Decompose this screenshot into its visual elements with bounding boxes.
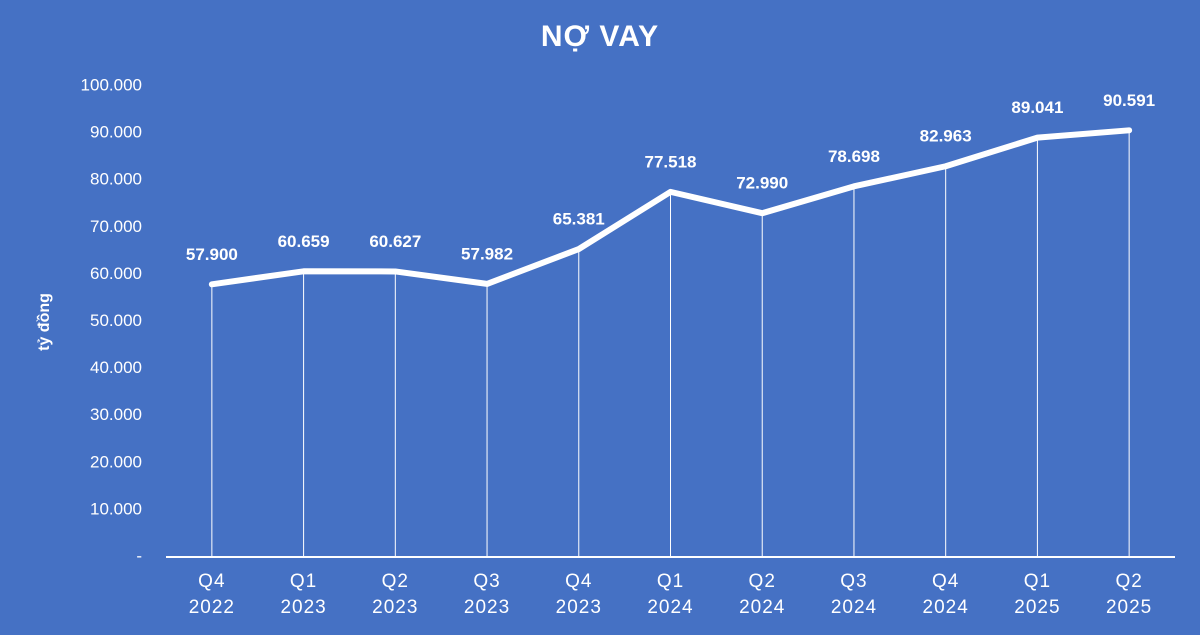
data-label: 77.518	[645, 152, 697, 171]
x-tick-label: Q3 2023	[464, 571, 510, 618]
x-tick-label: Q2 2023	[372, 571, 418, 618]
y-axis-label: tỷ đồng	[36, 293, 53, 351]
data-label: 60.627	[369, 232, 421, 251]
data-label: 60.659	[278, 232, 330, 251]
x-tick-label: Q4 2022	[189, 571, 235, 618]
y-tick-label: -	[136, 546, 142, 565]
y-tick-label: 50.000	[90, 311, 142, 330]
data-label: 65.381	[553, 210, 605, 229]
x-tick-label: Q2 2024	[739, 571, 785, 618]
x-tick-label: Q4 2023	[556, 571, 602, 618]
y-tick-label: 80.000	[90, 170, 142, 189]
data-label: 89.041	[1011, 98, 1063, 117]
data-label: 82.963	[920, 127, 972, 146]
y-tick-label: 100.000	[81, 75, 142, 94]
x-tick-label: Q1 2025	[1014, 571, 1060, 618]
x-tick-label: Q1 2023	[280, 571, 326, 618]
y-tick-label: 30.000	[90, 405, 142, 424]
x-tick-label: Q2 2025	[1106, 571, 1152, 618]
data-label: 57.982	[461, 244, 513, 263]
data-label: 72.990	[736, 174, 788, 193]
data-label: 90.591	[1103, 91, 1155, 110]
x-tick-label: Q3 2024	[831, 571, 877, 618]
x-tick-label: Q1 2024	[647, 571, 693, 618]
chart-title: NỢ VAY	[541, 20, 659, 53]
y-tick-label: 40.000	[90, 358, 142, 377]
y-tick-label: 90.000	[90, 123, 142, 142]
data-label: 78.698	[828, 147, 880, 166]
x-tick-label: Q4 2024	[923, 571, 969, 618]
y-tick-label: 20.000	[90, 452, 142, 471]
data-label: 57.900	[186, 245, 238, 264]
y-tick-label: 10.000	[90, 499, 142, 518]
y-tick-label: 60.000	[90, 264, 142, 283]
data-line	[208, 127, 1133, 288]
y-tick-label: 70.000	[90, 217, 142, 236]
